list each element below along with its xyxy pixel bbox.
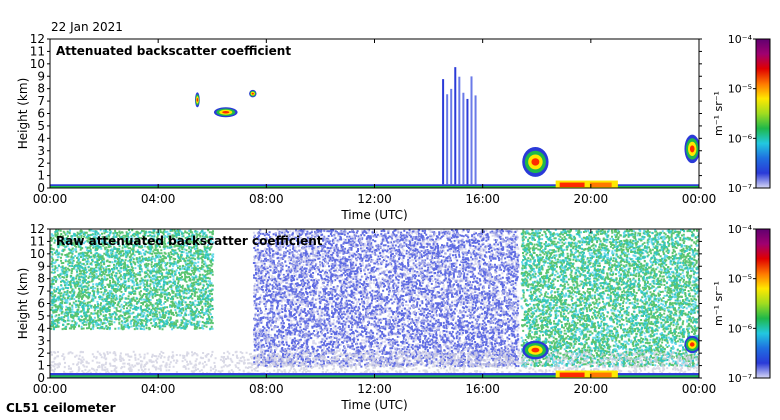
y-tick-label: 10 — [30, 247, 45, 261]
x-tick-label: 20:00 — [574, 192, 609, 206]
colorbar-tick-label: 10⁻⁵ — [728, 273, 752, 286]
plot-area — [50, 229, 699, 378]
y-tick-label: 0 — [37, 181, 45, 195]
noise-speckle-secondary — [520, 229, 699, 368]
date-label: 22 Jan 2021 — [51, 20, 123, 34]
y-tick-label: 1 — [37, 359, 45, 373]
x-tick-label: 20:00 — [574, 382, 609, 396]
y-axis-label: Height (km) — [16, 268, 30, 339]
plot-background — [50, 39, 699, 188]
colorbar-tick-label: 10⁻⁴ — [728, 223, 753, 236]
colorbar-label: m⁻¹ sr⁻¹ — [712, 281, 725, 326]
x-tick-label: 00:00 — [33, 382, 68, 396]
feature-fog-boundary-layer — [555, 370, 618, 378]
y-tick-label: 4 — [37, 131, 45, 145]
y-tick-label: 7 — [37, 94, 45, 108]
x-tick-label: 08:00 — [249, 382, 284, 396]
y-tick-label: 8 — [37, 82, 45, 96]
colorbar-label: m⁻¹ sr⁻¹ — [712, 91, 725, 136]
y-tick-label: 2 — [37, 346, 45, 360]
y-tick-label: 5 — [37, 119, 45, 133]
y-tick-label: 12 — [30, 222, 45, 236]
x-axis-label: Time (UTC) — [340, 398, 407, 412]
y-tick-label: 0 — [37, 371, 45, 385]
colorbar-tick-label: 10⁻⁶ — [728, 322, 753, 335]
panel-title: Attenuated backscatter coefficient — [56, 44, 291, 58]
x-tick-label: 16:00 — [465, 192, 500, 206]
x-tick-label: 00:00 — [682, 192, 717, 206]
x-tick-label: 00:00 — [33, 192, 68, 206]
noise-speckle-secondary — [50, 229, 215, 331]
colorbar-tick-label: 10⁻⁵ — [728, 83, 752, 96]
y-tick-label: 3 — [37, 334, 45, 348]
feature-low-cloud — [684, 335, 699, 354]
x-tick-label: 04:00 — [141, 192, 176, 206]
y-tick-label: 2 — [37, 156, 45, 170]
feature-aerosol-plume — [213, 107, 238, 118]
y-tick-label: 5 — [37, 309, 45, 323]
feature-low-cloud — [522, 147, 549, 177]
x-tick-label: 12:00 — [357, 382, 392, 396]
y-tick-label: 8 — [37, 272, 45, 286]
y-axis-label: Height (km) — [16, 78, 30, 149]
x-tick-label: 12:00 — [357, 192, 392, 206]
y-tick-label: 9 — [37, 259, 45, 273]
y-tick-label: 4 — [37, 321, 45, 335]
colorbar: 10⁻⁴ 10⁻⁵ 10⁻⁶ 10⁻⁷ m⁻¹ sr⁻¹ — [712, 33, 771, 195]
y-tick-label: 10 — [30, 57, 45, 71]
y-tick-label: 11 — [30, 234, 45, 248]
noise-speckle — [252, 229, 520, 368]
colorbar: 10⁻⁴ 10⁻⁵ 10⁻⁶ 10⁻⁷ m⁻¹ sr⁻¹ — [712, 223, 771, 385]
colorbar-tick-label: 10⁻⁷ — [728, 372, 752, 385]
feature-low-cloud — [522, 340, 549, 360]
noise-speckle-secondary — [252, 229, 520, 368]
colorbar-tick-label: 10⁻⁶ — [728, 132, 753, 145]
feature-aerosol-plume — [195, 92, 200, 108]
panel-title: Raw attenuated backscatter coefficient — [56, 234, 323, 248]
y-tick-label: 3 — [37, 144, 45, 158]
instrument-label: CL51 ceilometer — [6, 401, 116, 415]
x-axis-label: Time (UTC) — [340, 208, 407, 222]
y-tick-label: 6 — [37, 107, 45, 121]
x-tick-label: 08:00 — [249, 192, 284, 206]
colorbar-tick-label: 10⁻⁴ — [728, 33, 753, 46]
x-tick-label: 04:00 — [141, 382, 176, 396]
colorbar-gradient — [755, 38, 771, 189]
x-tick-label: 16:00 — [465, 382, 500, 396]
colorbar-tick-label: 10⁻⁷ — [728, 182, 752, 195]
feature-fog-boundary-layer — [555, 180, 618, 188]
x-tick-label: 00:00 — [682, 382, 717, 396]
y-tick-label: 6 — [37, 297, 45, 311]
y-tick-label: 1 — [37, 169, 45, 183]
y-tick-label: 11 — [30, 44, 45, 58]
y-tick-label: 12 — [30, 32, 45, 46]
y-tick-label: 9 — [37, 69, 45, 83]
y-tick-label: 7 — [37, 284, 45, 298]
feature-precipitation-streaks — [442, 67, 477, 185]
feature-aerosol-plume — [249, 89, 257, 98]
feature-low-cloud — [684, 134, 699, 164]
colorbar-gradient — [755, 228, 771, 379]
plot-area — [50, 39, 699, 188]
